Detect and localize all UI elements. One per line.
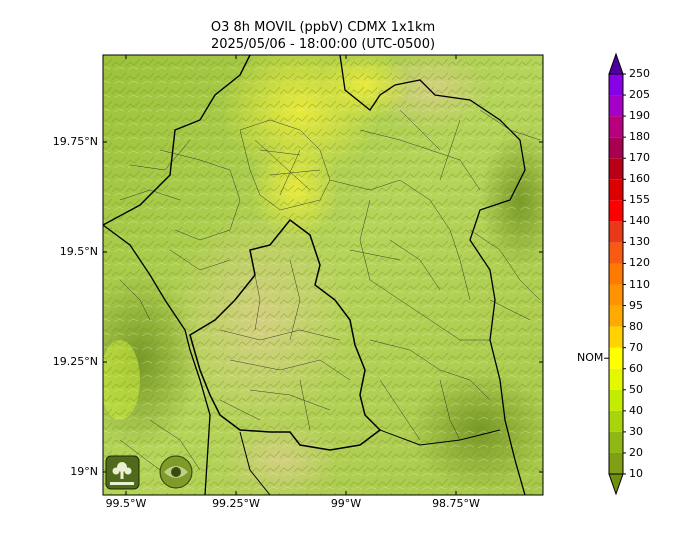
colorbar-extend-low bbox=[608, 473, 624, 496]
lat-label-19-5: 19.5°N bbox=[59, 245, 98, 258]
colorbar-tick-label: 110 bbox=[629, 277, 650, 291]
lon-label-99-25: 99.25°W bbox=[212, 497, 260, 510]
colorbar-segment bbox=[609, 74, 623, 96]
colorbar-segment bbox=[609, 347, 623, 369]
colorbar bbox=[604, 52, 626, 496]
lon-label-99: 99°W bbox=[330, 497, 362, 510]
map-frame bbox=[102, 54, 544, 496]
colorbar-segment bbox=[609, 137, 623, 159]
colorbar-tick-label: 60 bbox=[629, 361, 643, 375]
latitude-ticks bbox=[103, 141, 543, 473]
colorbar-tick-label: 50 bbox=[629, 382, 643, 396]
colorbar-tick-label: 160 bbox=[629, 172, 650, 186]
colorbar-tick-label: 120 bbox=[629, 256, 650, 270]
colorbar-tick-label: 140 bbox=[629, 214, 650, 228]
colorbar-tick-label: 95 bbox=[629, 298, 643, 312]
colorbar-segment bbox=[609, 368, 623, 390]
nom-label: NOM bbox=[577, 351, 604, 365]
colorbar-tick-label: 205 bbox=[629, 88, 650, 102]
colorbar-segment bbox=[609, 305, 623, 327]
colorbar-tick-label: 10 bbox=[629, 467, 643, 480]
colorbar-segment bbox=[609, 389, 623, 411]
colorbar-tick-label: 40 bbox=[629, 403, 643, 417]
map-title: O3 8h MOVIL (ppbV) CDMX 1x1km bbox=[210, 20, 436, 35]
cdmx-logo bbox=[159, 455, 193, 489]
colorbar-segment bbox=[609, 95, 623, 117]
ozone-field bbox=[103, 55, 543, 495]
colorbar-segment bbox=[609, 431, 623, 453]
colorbar-tick-label: 80 bbox=[629, 319, 643, 333]
colorbar-segment bbox=[609, 326, 623, 348]
colorbar-segment bbox=[609, 221, 623, 243]
longitude-ticks bbox=[125, 55, 457, 495]
colorbar-segment bbox=[609, 410, 623, 432]
colorbar-segment bbox=[609, 452, 623, 474]
sedema-logo bbox=[105, 455, 140, 490]
lon-label-98-75: 98.75°W bbox=[432, 497, 480, 510]
map-subtitle: 2025/05/06 - 18:00:00 (UTC-0500) bbox=[210, 37, 436, 52]
colorbar-segment bbox=[609, 263, 623, 285]
colorbar-outline bbox=[608, 73, 624, 475]
colorbar-segment bbox=[609, 200, 623, 222]
colorbar-tick-label: 130 bbox=[629, 235, 650, 249]
colorbar-segment bbox=[609, 242, 623, 264]
lat-label-19: 19°N bbox=[70, 465, 98, 478]
lat-label-19-25: 19.25°N bbox=[52, 355, 98, 368]
lat-label-19-75: 19.75°N bbox=[52, 135, 98, 148]
colorbar-tick-label: 170 bbox=[629, 151, 650, 165]
colorbar-segment bbox=[609, 179, 623, 201]
colorbar-tick-label: 250 bbox=[629, 67, 650, 80]
colorbar-tick-label: 70 bbox=[629, 340, 643, 354]
colorbar-tick-label: 155 bbox=[629, 193, 650, 207]
colorbar-segment bbox=[609, 158, 623, 180]
colorbar-segment bbox=[609, 116, 623, 138]
colorbar-tick-label: 180 bbox=[629, 130, 650, 144]
colorbar-segment bbox=[609, 284, 623, 306]
colorbar-tick-label: 190 bbox=[629, 109, 650, 123]
colorbar-tick-label: 20 bbox=[629, 445, 643, 459]
lon-label-99-5: 99.5°W bbox=[105, 497, 147, 510]
colorbar-extend-high bbox=[608, 52, 624, 75]
colorbar-tick-label: 30 bbox=[629, 424, 643, 438]
